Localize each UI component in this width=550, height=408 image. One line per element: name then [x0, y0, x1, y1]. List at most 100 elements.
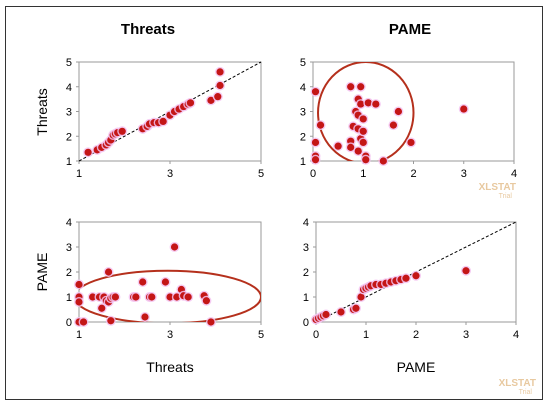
x-tick-label: 3 [167, 168, 173, 180]
data-point [98, 304, 106, 312]
data-point [316, 121, 325, 129]
x-tick-label: 1 [76, 168, 82, 180]
x-tick-label: 3 [167, 329, 173, 341]
x-tick-label: 4 [513, 329, 519, 341]
y-tick-label: 4 [66, 82, 72, 94]
chart-frame [5, 6, 543, 400]
confidence-ellipse [79, 269, 261, 322]
data-point [139, 278, 147, 286]
data-point [462, 267, 470, 275]
data-point [104, 268, 113, 276]
data-point [379, 157, 387, 165]
data-point [84, 148, 92, 156]
data-point [359, 127, 367, 135]
row-label-pame: PAME [34, 253, 50, 292]
data-point [402, 274, 410, 282]
y-tick-label: 1 [66, 156, 72, 168]
y-tick-label: 2 [303, 267, 309, 279]
data-point [357, 83, 365, 91]
data-point [75, 298, 83, 306]
data-point [166, 293, 174, 301]
x-label-pame: PAME [397, 359, 436, 375]
data-point [394, 107, 403, 116]
data-point [311, 138, 320, 147]
row-label-threats: Threats [34, 88, 50, 135]
data-point [159, 117, 167, 125]
data-point [359, 115, 367, 123]
watermark-sub: Trial [499, 193, 513, 200]
y-tick-label: 4 [303, 217, 309, 229]
y-tick-label: 3 [66, 242, 72, 254]
watermark-brand: XLSTAT [499, 378, 536, 389]
data-point [216, 68, 224, 76]
x-tick-label: 0 [310, 168, 316, 180]
y-tick-label: 5 [66, 57, 72, 69]
data-point [89, 293, 97, 301]
watermark-brand: XLSTAT [479, 182, 516, 193]
watermark-sub: Trial [519, 389, 533, 396]
data-point [148, 293, 156, 301]
confidence-ellipse [317, 62, 415, 161]
data-point [170, 243, 179, 251]
data-point [75, 280, 83, 289]
column-title-threats: Threats [121, 21, 175, 38]
data-point [357, 293, 365, 301]
data-point [141, 313, 149, 321]
data-point [460, 105, 468, 113]
data-point [111, 293, 119, 301]
x-tick-label: 2 [410, 168, 416, 180]
y-tick-label: 2 [66, 131, 72, 143]
data-point [389, 121, 397, 129]
data-point [334, 142, 342, 150]
data-point [354, 147, 362, 155]
x-tick-label: 2 [413, 329, 419, 341]
x-tick-label: 5 [258, 168, 264, 180]
data-point [352, 304, 360, 312]
data-point [359, 138, 367, 147]
y-tick-label: 5 [300, 57, 306, 69]
y-tick-label: 0 [303, 317, 309, 329]
data-point [372, 100, 380, 108]
data-point [407, 138, 415, 147]
data-point [202, 297, 210, 305]
data-point [337, 308, 345, 316]
data-point [207, 318, 215, 326]
data-point [161, 278, 170, 286]
y-tick-label: 4 [66, 217, 72, 229]
data-point [364, 99, 372, 107]
x-tick-label: 3 [461, 168, 467, 180]
data-point [132, 293, 140, 301]
y-tick-label: 2 [66, 267, 72, 279]
data-point [412, 272, 420, 280]
y-tick-label: 0 [66, 317, 72, 329]
y-tick-label: 4 [300, 82, 306, 94]
data-point [207, 96, 215, 104]
column-title-pame: PAME [389, 21, 431, 38]
data-point [184, 293, 192, 301]
y-tick-label: 3 [66, 107, 72, 119]
data-point [186, 99, 195, 107]
y-tick-label: 1 [300, 156, 306, 168]
y-tick-label: 3 [303, 242, 309, 254]
data-point [362, 156, 370, 164]
x-label-threats: Threats [146, 359, 193, 375]
data-point [347, 143, 355, 151]
x-tick-label: 0 [313, 329, 319, 341]
reference-line [78, 61, 262, 162]
data-point [173, 293, 181, 301]
data-point [347, 83, 355, 91]
x-tick-label: 1 [360, 168, 366, 180]
y-tick-label: 2 [300, 131, 306, 143]
data-point [214, 93, 222, 101]
x-tick-label: 3 [463, 329, 469, 341]
data-point [322, 310, 330, 319]
x-tick-label: 1 [76, 329, 82, 341]
x-tick-label: 1 [363, 329, 369, 341]
data-point [311, 156, 320, 164]
data-point [118, 127, 126, 135]
x-tick-label: 4 [511, 168, 517, 180]
y-tick-label: 3 [300, 107, 306, 119]
data-point [107, 317, 115, 325]
data-point [311, 88, 320, 96]
